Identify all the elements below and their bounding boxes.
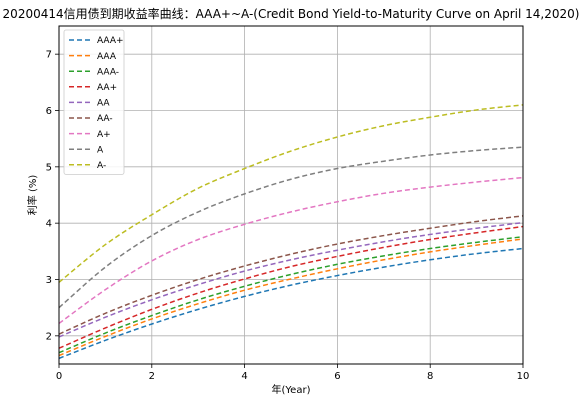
legend-label-a-plus: A+: [97, 130, 111, 140]
y-tick-label: 5: [46, 162, 52, 173]
y-tick-label: 3: [46, 275, 52, 286]
series-line-a-plus: [58, 176, 524, 325]
chart-title: 20200414信用债到期收益率曲线：AAA+~A-(Credit Bond Y…: [3, 6, 580, 21]
y-tick-label: 6: [46, 106, 52, 117]
series-line-aa-minus: [58, 215, 524, 335]
legend-label-aaa-plus: AAA+: [97, 36, 124, 46]
y-tick-label: 2: [46, 331, 52, 342]
x-tick-label: 6: [334, 371, 340, 382]
legend-label-a-minus: A-: [97, 161, 106, 171]
series-layer: [58, 104, 524, 360]
series-line-aa: [58, 221, 524, 338]
series-line-aaa-minus: [58, 235, 524, 354]
legend-label-aaa-minus: AAA-: [97, 67, 119, 77]
x-tick-label: 0: [56, 371, 62, 382]
x-tick-label: 2: [149, 371, 155, 382]
y-axis-title: 利率 (%): [26, 175, 39, 216]
y-tick-label: 4: [46, 219, 52, 230]
legend-label-a: A: [97, 145, 104, 155]
legend-box: [63, 29, 125, 175]
legend-label-aaa: AAA: [97, 52, 117, 62]
axis-ticks: 0 2 4 6 8 10 2 3 4 5 6 7: [46, 50, 530, 382]
plot-frame: [58, 25, 524, 365]
series-line-aa-plus: [58, 225, 524, 349]
x-tick-label: 10: [517, 371, 530, 382]
series-line-a: [58, 146, 524, 309]
legend-label-aa-minus: AA-: [97, 114, 113, 124]
y-tick-label: 7: [46, 50, 52, 61]
x-tick-label: 8: [427, 371, 433, 382]
series-line-aaa-plus: [58, 247, 524, 360]
legend-label-aa: AA: [97, 99, 110, 109]
x-axis-title: 年(Year): [272, 383, 311, 396]
series-line-a-minus: [58, 104, 524, 283]
grid-lines: [58, 26, 524, 364]
x-tick-label: 4: [241, 371, 247, 382]
series-line-aaa: [58, 238, 524, 357]
legend-label-aa-plus: AA+: [97, 83, 117, 93]
